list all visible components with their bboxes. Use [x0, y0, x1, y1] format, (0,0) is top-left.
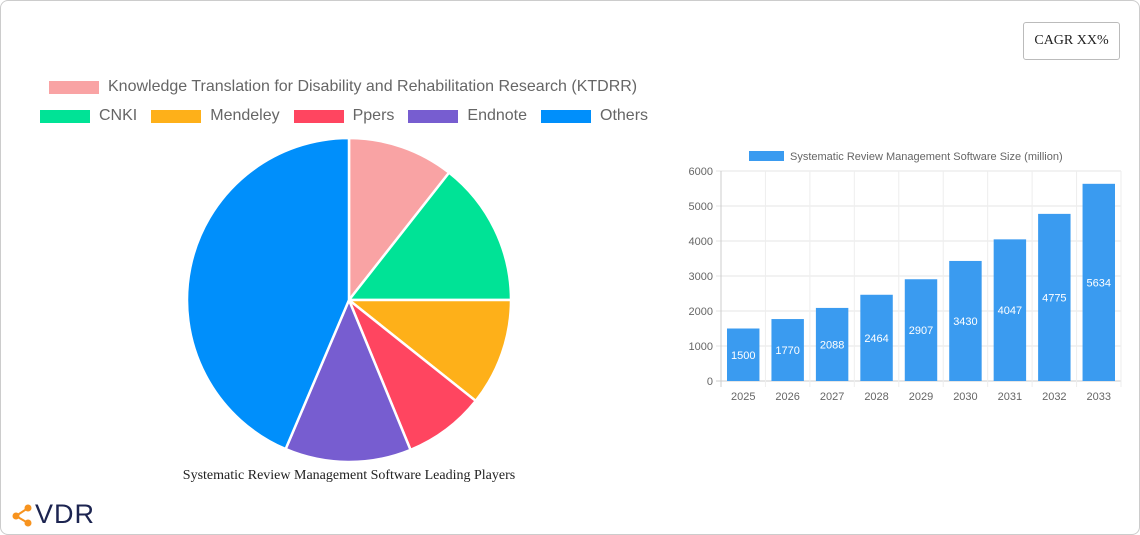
- data-label: 2088: [820, 339, 844, 351]
- legend-swatch: [40, 109, 90, 123]
- logo-text: VDR: [35, 499, 96, 529]
- pie-slice[interactable]: [283, 296, 413, 464]
- legend-swatch: [49, 80, 99, 94]
- bar[interactable]: [949, 260, 982, 381]
- legend-item[interactable]: Others: [541, 107, 648, 125]
- data-label: 5634: [1087, 277, 1111, 289]
- legend-swatch: [408, 109, 459, 123]
- bar[interactable]: [904, 279, 938, 381]
- bar[interactable]: [727, 328, 760, 382]
- data-label: 2464: [864, 333, 888, 345]
- bar[interactable]: [1082, 183, 1115, 381]
- pie-chart: [185, 136, 513, 464]
- legend-swatch: [541, 109, 592, 123]
- pie-slice[interactable]: [345, 298, 513, 403]
- y-tick-label: 4000: [689, 236, 713, 248]
- pie-slice[interactable]: [347, 136, 451, 304]
- legend-label: CNKI: [99, 107, 138, 124]
- bar[interactable]: [815, 307, 849, 381]
- pie-slice[interactable]: [346, 170, 513, 302]
- legend-swatch: [151, 109, 202, 123]
- data-label: 3430: [953, 316, 977, 328]
- x-tick-label: 2028: [864, 391, 888, 403]
- legend-item[interactable]: CNKI: [40, 107, 137, 125]
- legend-label: Knowledge Translation for Disability and…: [108, 78, 638, 95]
- y-tick-label: 0: [707, 376, 713, 388]
- x-tick-label: 2029: [909, 391, 933, 403]
- x-tick-label: 2033: [1087, 391, 1111, 403]
- bar-legend-label[interactable]: Systematic Review Management Software Si…: [790, 151, 1063, 163]
- y-tick-label: 3000: [689, 271, 713, 283]
- bar[interactable]: [771, 319, 804, 381]
- legend-item[interactable]: Mendeley: [151, 107, 280, 125]
- legend-label: Endnote: [467, 107, 528, 124]
- bar[interactable]: [993, 239, 1027, 381]
- x-tick-label: 2027: [820, 391, 844, 403]
- y-tick-label: 6000: [689, 166, 713, 178]
- x-tick-label: 2026: [775, 391, 799, 403]
- x-tick-label: 2031: [998, 391, 1022, 403]
- legend-item[interactable]: Ppers: [293, 107, 395, 125]
- legend-label: Mendeley: [210, 107, 280, 124]
- y-tick-label: 2000: [689, 306, 713, 318]
- data-label: 4775: [1042, 292, 1066, 304]
- vdr-logo: VDR: [11, 499, 95, 530]
- bar[interactable]: [1038, 213, 1071, 381]
- data-label: 4047: [998, 305, 1022, 317]
- data-label: 1770: [775, 345, 799, 357]
- share-nodes-icon: [12, 504, 32, 526]
- legend-swatch: [293, 109, 344, 123]
- legend-swatch: [749, 151, 784, 161]
- x-tick-label: 2032: [1042, 391, 1066, 403]
- legend-item[interactable]: Endnote: [408, 107, 527, 125]
- pie-legend: CNKI Mendeley Ppers Endnote Others: [40, 107, 648, 125]
- pie-title: Systematic Review Management Software Le…: [182, 468, 516, 483]
- pie-slice[interactable]: [185, 136, 351, 451]
- cagr-button[interactable]: CAGR XX%: [1023, 22, 1120, 60]
- legend-item-ktdrr[interactable]: Knowledge Translation for Disability and…: [49, 78, 637, 96]
- y-tick-label: 5000: [689, 201, 713, 213]
- data-label: 1500: [731, 350, 755, 362]
- x-tick-label: 2030: [953, 391, 977, 403]
- data-label: 2907: [909, 325, 933, 337]
- x-tick-label: 2025: [731, 391, 755, 403]
- bar-chart: 0 1000 2000 3000 4000 5000 6000 1500 2025 1770 202…: [689, 151, 1122, 403]
- bar[interactable]: [860, 294, 893, 381]
- y-tick-label: 1000: [689, 341, 713, 353]
- legend-label: Ppers: [352, 107, 395, 124]
- legend-label: Others: [600, 107, 649, 124]
